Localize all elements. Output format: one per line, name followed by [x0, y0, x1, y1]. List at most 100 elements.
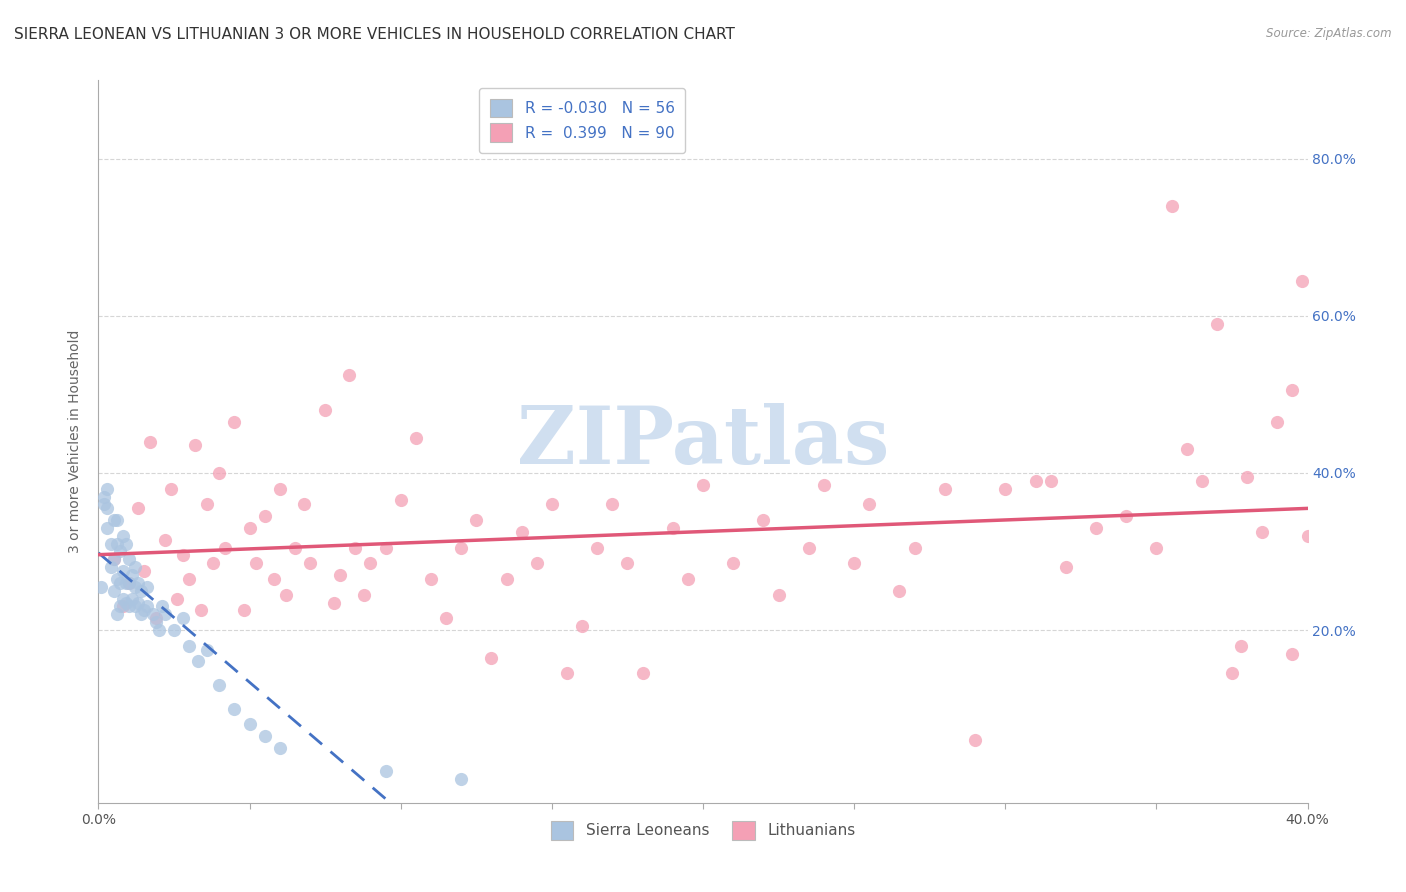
- Point: [374, 541, 396, 555]
- Point: [1206, 317, 1229, 331]
- Point: [844, 556, 866, 570]
- Point: [1220, 666, 1243, 681]
- Point: [263, 572, 285, 586]
- Point: [1175, 442, 1198, 457]
- Text: Source: ZipAtlas.com: Source: ZipAtlas.com: [1267, 27, 1392, 40]
- Point: [108, 544, 131, 558]
- Point: [450, 772, 472, 787]
- Point: [1039, 474, 1062, 488]
- Point: [284, 541, 307, 555]
- Point: [124, 580, 146, 594]
- Point: [129, 583, 152, 598]
- Point: [269, 740, 291, 755]
- Point: [274, 588, 297, 602]
- Point: [118, 575, 141, 590]
- Point: [314, 403, 336, 417]
- Point: [450, 541, 472, 555]
- Point: [135, 599, 157, 614]
- Point: [768, 588, 790, 602]
- Point: [118, 599, 141, 614]
- Point: [1085, 521, 1108, 535]
- Point: [1327, 670, 1350, 684]
- Point: [571, 619, 593, 633]
- Point: [323, 595, 346, 609]
- Point: [129, 607, 152, 622]
- Point: [172, 549, 194, 563]
- Point: [934, 482, 956, 496]
- Point: [195, 497, 218, 511]
- Point: [1281, 384, 1303, 398]
- Point: [405, 431, 427, 445]
- Point: [299, 556, 322, 570]
- Point: [96, 501, 118, 516]
- Point: [337, 368, 360, 382]
- Point: [1160, 199, 1182, 213]
- Point: [114, 575, 136, 590]
- Point: [723, 556, 745, 570]
- Point: [353, 588, 375, 602]
- Point: [1251, 524, 1274, 539]
- Point: [108, 575, 131, 590]
- Point: [105, 536, 128, 550]
- Point: [145, 615, 167, 630]
- Point: [1115, 509, 1137, 524]
- Point: [858, 497, 880, 511]
- Y-axis label: 3 or more Vehicles in Household: 3 or more Vehicles in Household: [69, 330, 83, 553]
- Point: [631, 666, 654, 681]
- Point: [434, 611, 457, 625]
- Point: [245, 556, 267, 570]
- Point: [224, 415, 246, 429]
- Point: [135, 580, 157, 594]
- Text: ZIPatlas: ZIPatlas: [517, 402, 889, 481]
- Point: [292, 497, 315, 511]
- Point: [132, 603, 155, 617]
- Point: [994, 482, 1017, 496]
- Point: [96, 521, 118, 535]
- Point: [555, 666, 578, 681]
- Point: [813, 477, 835, 491]
- Point: [195, 642, 218, 657]
- Point: [1281, 647, 1303, 661]
- Point: [202, 556, 225, 570]
- Point: [105, 607, 128, 622]
- Point: [1230, 639, 1253, 653]
- Point: [108, 599, 131, 614]
- Point: [103, 583, 125, 598]
- Point: [586, 541, 609, 555]
- Point: [1144, 541, 1167, 555]
- Point: [965, 733, 987, 747]
- Point: [239, 717, 262, 731]
- Point: [1236, 470, 1258, 484]
- Point: [139, 434, 162, 449]
- Point: [124, 599, 146, 614]
- Point: [602, 497, 624, 511]
- Point: [145, 611, 167, 625]
- Point: [1312, 477, 1334, 491]
- Point: [111, 564, 134, 578]
- Point: [103, 552, 125, 566]
- Point: [232, 603, 254, 617]
- Point: [142, 607, 165, 622]
- Point: [420, 572, 443, 586]
- Point: [153, 533, 176, 547]
- Point: [465, 513, 488, 527]
- Point: [103, 513, 125, 527]
- Point: [1291, 274, 1313, 288]
- Point: [103, 552, 125, 566]
- Point: [540, 497, 562, 511]
- Legend: Sierra Leoneans, Lithuanians: Sierra Leoneans, Lithuanians: [544, 815, 862, 846]
- Point: [616, 556, 638, 570]
- Point: [105, 513, 128, 527]
- Point: [114, 595, 136, 609]
- Point: [127, 501, 149, 516]
- Point: [360, 556, 382, 570]
- Point: [114, 536, 136, 550]
- Point: [172, 611, 194, 625]
- Point: [124, 560, 146, 574]
- Point: [661, 521, 683, 535]
- Point: [166, 591, 188, 606]
- Point: [889, 583, 911, 598]
- Point: [179, 639, 201, 653]
- Point: [752, 513, 775, 527]
- Point: [111, 599, 134, 614]
